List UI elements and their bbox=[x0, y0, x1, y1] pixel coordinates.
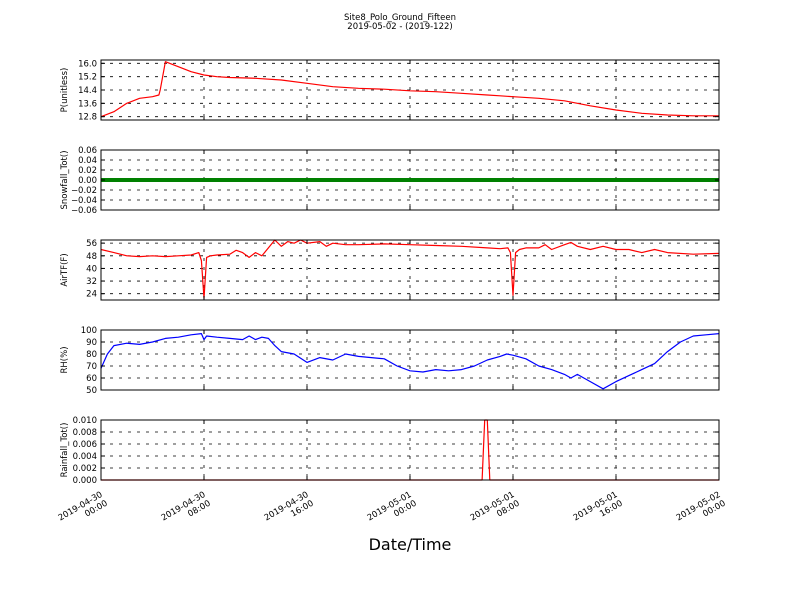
figure-title-line2: 2019-05-02 - (2019-122) bbox=[347, 22, 452, 32]
ytick-label: 0.008 bbox=[73, 428, 97, 438]
ytick-label: 24 bbox=[86, 290, 97, 300]
ytick-label: 70 bbox=[86, 362, 97, 372]
ytick-label: 32 bbox=[86, 277, 97, 287]
ytick-label: 0.02 bbox=[78, 166, 97, 176]
y-axis-label: P(unitless) bbox=[60, 68, 70, 113]
ytick-label: 56 bbox=[86, 239, 97, 249]
ytick-label: 13.6 bbox=[78, 99, 97, 109]
ytick-label: 15.2 bbox=[78, 73, 97, 83]
panel-4: 0.010 0.008 0.006 0.004 0.002 0.000Rainfall_T… bbox=[60, 416, 720, 486]
series-line bbox=[100, 239, 720, 299]
ytick-label: 0.04 bbox=[78, 156, 97, 166]
ytick-label: −0.04 bbox=[71, 196, 97, 206]
ytick-label: 16.0 bbox=[78, 59, 97, 69]
x-tick-labels: 2019-04-3000:00 2019-04-3008:00 2019-04-30… bbox=[57, 490, 728, 532]
ytick-label: 12.8 bbox=[78, 113, 97, 123]
xtick-label: 2019-05-0116:00 bbox=[572, 490, 625, 532]
ytick-label: 0.00 bbox=[78, 176, 97, 186]
panel-1: 0.060.040.020.00−0.02−0.04−0.06Snowfall_… bbox=[60, 146, 720, 216]
ytick-label: 90 bbox=[86, 338, 97, 348]
panel-3: 100 90 80 70 60 50 RH(%) bbox=[60, 326, 720, 396]
ytick-label: 80 bbox=[86, 350, 97, 360]
ytick-label: 0.004 bbox=[73, 452, 97, 462]
panel-2: 56 48 40 32 24 AirTF(F) bbox=[60, 239, 720, 301]
xtick-label: 2019-05-0108:00 bbox=[469, 490, 522, 532]
panel-0: 16.0 15.2 14.4 13.6 12.8 P(unitless) bbox=[60, 59, 720, 123]
ytick-label: 100 bbox=[81, 326, 97, 336]
ytick-label: 50 bbox=[86, 386, 97, 396]
y-axis-label: Rainfall_Tot() bbox=[60, 423, 70, 478]
x-axis-label: Date/Time bbox=[369, 535, 452, 554]
ytick-label: 0.006 bbox=[73, 440, 97, 450]
ytick-label: 60 bbox=[86, 374, 97, 384]
ytick-label: −0.06 bbox=[71, 206, 97, 216]
y-axis-label: RH(%) bbox=[60, 346, 70, 373]
xtick-label: 2019-05-0200:00 bbox=[675, 490, 728, 532]
ytick-label: 0.000 bbox=[73, 476, 97, 486]
ytick-label: 0.06 bbox=[78, 146, 97, 156]
ytick-label: 48 bbox=[86, 252, 97, 262]
xtick-label: 2019-04-3008:00 bbox=[160, 490, 213, 532]
ytick-label: 40 bbox=[86, 264, 97, 274]
y-axis-label: Snowfall_Tot() bbox=[60, 150, 70, 209]
series-line bbox=[100, 61, 719, 118]
ytick-label: −0.02 bbox=[71, 186, 97, 196]
y-axis-label: AirTF(F) bbox=[60, 253, 70, 286]
ytick-label: 14.4 bbox=[78, 86, 97, 96]
panels-group: 16.015.214.413.612.8P(unitless)0.060.040… bbox=[60, 59, 720, 486]
xtick-label: 2019-04-3016:00 bbox=[263, 490, 316, 532]
ytick-label: 0.002 bbox=[73, 464, 97, 474]
xtick-label: 2019-04-3000:00 bbox=[57, 490, 110, 532]
xtick-label: 2019-05-0100:00 bbox=[366, 490, 419, 532]
ytick-label: 0.010 bbox=[73, 416, 97, 426]
series-line bbox=[100, 333, 720, 390]
figure-title-line1: Site8_Polo_Ground_Fifteen bbox=[344, 13, 456, 23]
